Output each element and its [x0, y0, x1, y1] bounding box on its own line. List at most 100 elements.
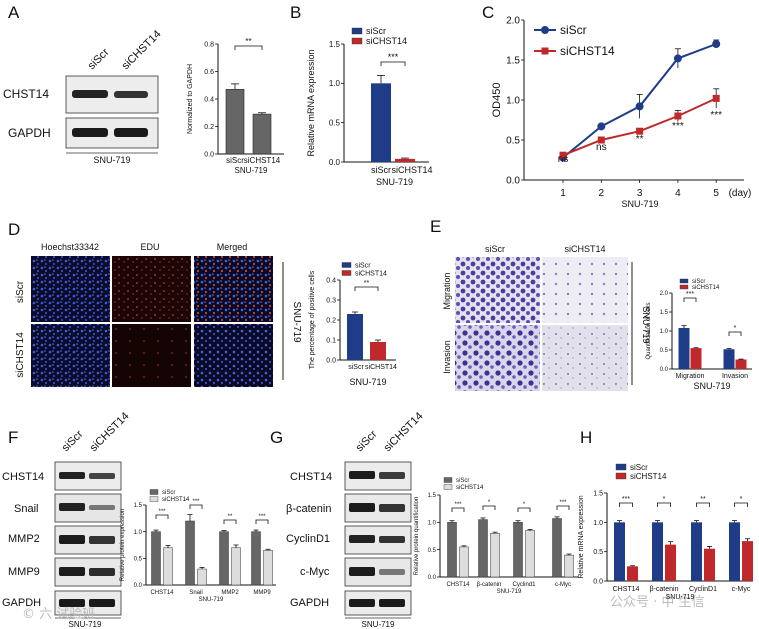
legend-swatch [615, 463, 627, 471]
bar [652, 522, 663, 581]
row-label-invasion: Invasion [442, 340, 452, 374]
panel-letter-h: H [580, 428, 592, 447]
y-tick-label: 0.5 [593, 549, 603, 556]
significance-label: *** [192, 499, 200, 505]
y-tick-label: 0.5 [660, 348, 669, 354]
y-tick-label: 1.5 [428, 493, 437, 499]
data-point [597, 122, 606, 131]
bar [347, 314, 363, 360]
legend-label: siCHST14 [560, 44, 615, 58]
blot-band [59, 503, 85, 511]
column-label-hoechst: Hoechst33342 [41, 242, 99, 252]
y-tick-label: 1.5 [134, 503, 143, 509]
significance-bracket [354, 286, 379, 291]
bar [691, 522, 702, 581]
significance-label: *** [388, 52, 399, 62]
blot-band [379, 504, 405, 512]
transwell-migration-siscr [455, 257, 540, 323]
y-tick-label: 0.0 [329, 158, 341, 167]
legend-swatch [443, 477, 453, 483]
significance-label: ** [228, 514, 233, 520]
legend-swatch [351, 27, 363, 35]
blot-band [379, 599, 405, 607]
x-axis-title: SNU-719 [666, 594, 695, 601]
y-tick-label: 1.0 [428, 520, 437, 526]
bar [370, 342, 386, 360]
bar [735, 359, 747, 369]
x-axis-title: SNU-719 [376, 177, 413, 187]
panel-c: C [482, 3, 494, 22]
panel-letter-b: B [290, 3, 301, 22]
significance-bracket [683, 297, 697, 302]
cell-line-label: SNU-719 [362, 620, 395, 629]
y-axis-title: OD450 [491, 83, 503, 118]
lane-label-siscr: siScr [60, 428, 86, 454]
legend-label: siCHST14 [355, 270, 387, 277]
row-label-sichst14: siCHST14 [15, 332, 26, 378]
legend-label: siCHST14 [456, 485, 484, 491]
significance-label: * [488, 500, 491, 506]
panel-letter-f: F [8, 428, 18, 447]
x-tick-label: CHST14 [150, 590, 174, 596]
panel-letter-c: C [482, 3, 494, 22]
significance-label: ns [596, 142, 607, 153]
legend-label: siCHST14 [162, 497, 190, 503]
legend-marker [541, 47, 549, 55]
x-tick-label: siCHST14 [365, 364, 397, 371]
side-label: SNU-719 [291, 301, 302, 343]
panel-d: D Hoechst33342 EDU Merged siScr siCHST14… [8, 220, 302, 387]
x-axis-title: SNU-719 [621, 199, 658, 209]
row-label-migration: Migration [442, 272, 452, 309]
y-axis-title: Relative protein expression [120, 509, 126, 581]
microscopy-merged-siscr [194, 256, 273, 322]
panel-a: A siScr siCHST14 CHST14 GAPDH SNU-719 [3, 3, 164, 165]
watermark-left: © 六 试验班 [22, 606, 95, 622]
significance-bracket [223, 519, 237, 524]
significance-bracket [696, 502, 710, 507]
legend-swatch [149, 496, 159, 502]
significance-bracket [728, 331, 742, 336]
bar [742, 541, 753, 581]
y-axis-title: Quantification of cells [646, 302, 652, 359]
y-tick-label: 0.0 [593, 578, 603, 585]
blot-band [379, 536, 405, 543]
blot-label-c-myc: c-Myc [300, 566, 330, 578]
significance-bracket [734, 502, 748, 507]
y-tick-label: 0.2 [326, 317, 336, 324]
y-tick-label: 1.5 [660, 310, 669, 316]
y-axis-title: Normalized to GAPDH [187, 64, 194, 134]
significance-label: *** [258, 514, 266, 520]
x-tick-label: CHST14 [446, 582, 470, 588]
blot-label-mmp9: MMP9 [8, 566, 40, 578]
x-tick-label: β-catenin [650, 586, 679, 593]
panel-letter-g: G [270, 428, 283, 447]
y-tick-label: 0.0 [506, 176, 520, 187]
column-label-edu: EDU [140, 242, 159, 252]
microscopy-hoechst-sichst14 [31, 324, 110, 387]
legend-swatch [615, 472, 627, 480]
panel-g: G siScr siCHST14 CHST14 β-catenin Cyclin… [270, 410, 426, 629]
legend-label: siCHST14 [630, 472, 667, 481]
significance-label: *** [710, 110, 722, 121]
significance-label: * [523, 502, 526, 508]
chart-panel-d: 0.0 0.1 0.2 0.3 0.4 The percentage of positiv… [309, 262, 397, 387]
panel-h: H [580, 428, 592, 447]
x-tick-label: siScr [348, 364, 364, 371]
bar [478, 519, 488, 578]
blot-band [89, 599, 115, 607]
y-tick-label: 1.0 [506, 96, 520, 107]
bar [225, 89, 245, 155]
significance-bracket [155, 514, 169, 519]
microscopy-hoechst-siscr [31, 256, 110, 322]
blot-band [89, 568, 115, 576]
legend-swatch [149, 489, 159, 495]
blot-band [349, 471, 375, 479]
transwell-migration-sichst14 [542, 257, 628, 323]
x-tick-label: Cyclind1 [512, 582, 536, 588]
panel-e: E siScr siCHST14 Migration Invasion SNU-… [430, 217, 651, 391]
bar [704, 548, 715, 581]
legend-label: siScr [366, 26, 386, 36]
x-tick-label: Migration [676, 373, 705, 380]
y-tick-label: 2.0 [506, 16, 520, 27]
bar [723, 349, 735, 369]
